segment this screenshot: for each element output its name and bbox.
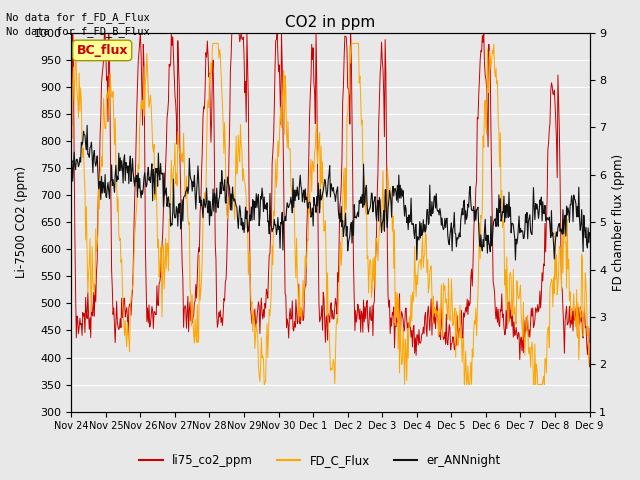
Legend: li75_co2_ppm, FD_C_Flux, er_ANNnight: li75_co2_ppm, FD_C_Flux, er_ANNnight <box>134 449 506 472</box>
Text: No data for f_FD_A_Flux: No data for f_FD_A_Flux <box>6 12 150 23</box>
Text: No data for f_FD_B_Flux: No data for f_FD_B_Flux <box>6 26 150 37</box>
Text: BC_flux: BC_flux <box>76 44 128 57</box>
Y-axis label: Li-7500 CO2 (ppm): Li-7500 CO2 (ppm) <box>15 166 28 278</box>
Y-axis label: FD chamber flux (ppm): FD chamber flux (ppm) <box>612 154 625 291</box>
Title: CO2 in ppm: CO2 in ppm <box>285 15 376 30</box>
